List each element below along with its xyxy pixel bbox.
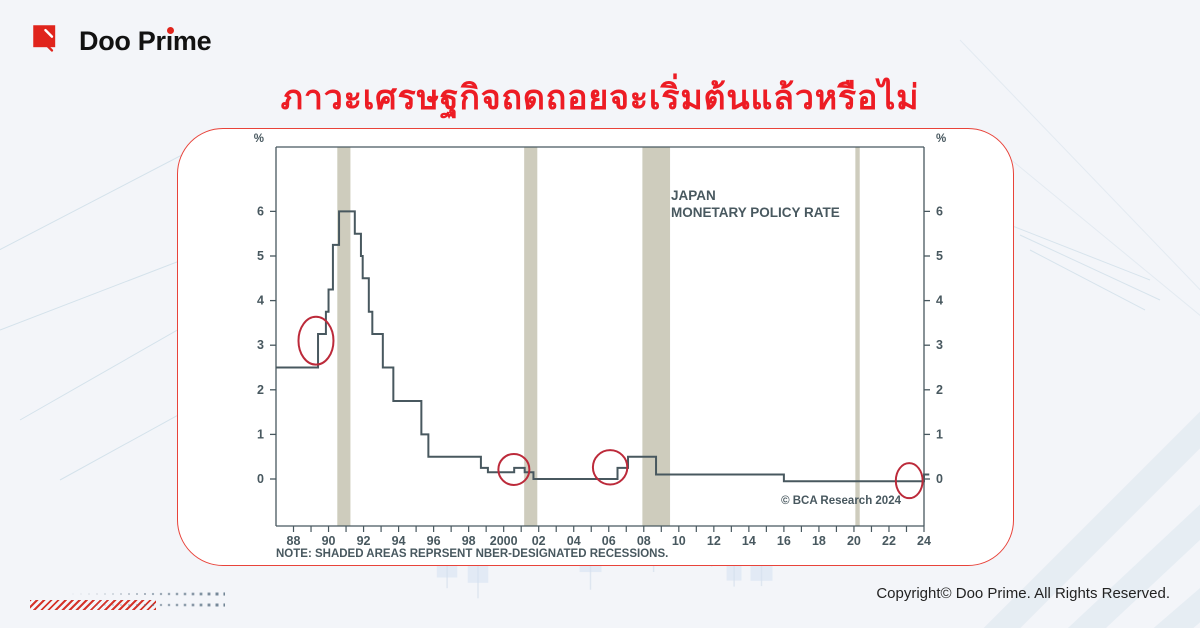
svg-text:96: 96 <box>427 534 441 548</box>
svg-text:%: % <box>254 133 264 145</box>
svg-text:%: % <box>936 133 946 145</box>
svg-text:0: 0 <box>936 472 943 486</box>
svg-text:0: 0 <box>257 472 264 486</box>
svg-text:18: 18 <box>812 534 826 548</box>
svg-text:4: 4 <box>936 294 943 308</box>
svg-text:2: 2 <box>936 383 943 397</box>
svg-text:20: 20 <box>847 534 861 548</box>
svg-text:5: 5 <box>936 249 943 263</box>
svg-text:08: 08 <box>637 534 651 548</box>
svg-text:6: 6 <box>257 204 264 218</box>
svg-text:MONETARY POLICY RATE: MONETARY POLICY RATE <box>671 205 840 220</box>
svg-text:5: 5 <box>257 249 264 263</box>
svg-text:6: 6 <box>936 204 943 218</box>
svg-text:12: 12 <box>707 534 721 548</box>
svg-text:10: 10 <box>672 534 686 548</box>
svg-text:02: 02 <box>532 534 546 548</box>
svg-text:92: 92 <box>357 534 371 548</box>
svg-text:1: 1 <box>257 427 264 441</box>
svg-text:4: 4 <box>257 294 264 308</box>
svg-text:90: 90 <box>322 534 336 548</box>
svg-text:JAPAN: JAPAN <box>671 188 716 203</box>
svg-text:14: 14 <box>742 534 756 548</box>
svg-text:98: 98 <box>462 534 476 548</box>
svg-text:3: 3 <box>936 338 943 352</box>
svg-text:16: 16 <box>777 534 791 548</box>
svg-text:© BCA Research 2024: © BCA Research 2024 <box>781 495 902 507</box>
svg-text:88: 88 <box>287 534 301 548</box>
svg-text:NOTE: SHADED AREAS REPRSENT NB: NOTE: SHADED AREAS REPRSENT NBER-DESIGNA… <box>276 548 668 560</box>
svg-text:04: 04 <box>567 534 581 548</box>
svg-text:1: 1 <box>936 427 943 441</box>
svg-text:2: 2 <box>257 383 264 397</box>
svg-text:94: 94 <box>392 534 406 548</box>
svg-text:22: 22 <box>882 534 896 548</box>
svg-text:2000: 2000 <box>490 534 518 548</box>
svg-text:3: 3 <box>257 338 264 352</box>
svg-text:06: 06 <box>602 534 616 548</box>
svg-text:24: 24 <box>917 534 931 548</box>
